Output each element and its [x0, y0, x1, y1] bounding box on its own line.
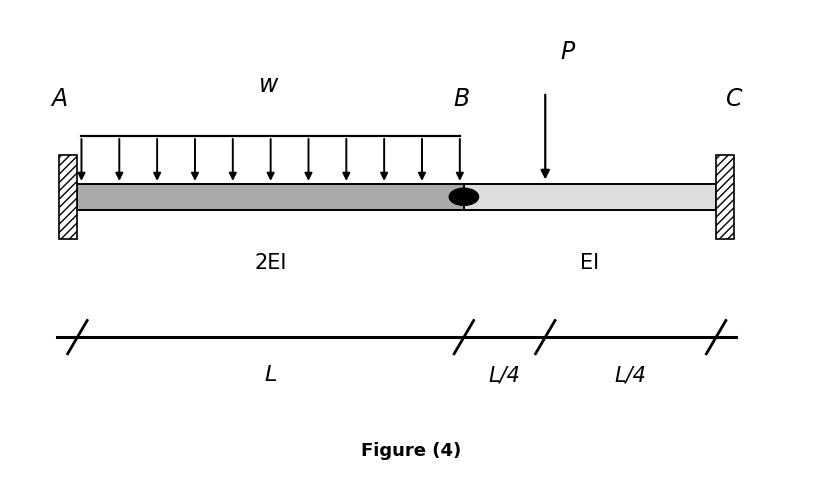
Bar [464, 184, 716, 210]
Text: w: w [259, 73, 279, 97]
Text: L/4: L/4 [615, 365, 647, 385]
Text: EI: EI [580, 254, 599, 273]
Bar [77, 184, 464, 210]
Text: A: A [52, 87, 67, 111]
Bar [59, 155, 77, 239]
Text: B: B [453, 87, 469, 111]
Bar [716, 155, 734, 239]
Text: L: L [264, 365, 276, 385]
Text: 2EI: 2EI [254, 254, 286, 273]
Circle shape [450, 188, 478, 205]
Text: L/4: L/4 [488, 365, 520, 385]
Text: P: P [560, 40, 575, 64]
Text: Figure (4): Figure (4) [361, 442, 461, 460]
Text: C: C [726, 87, 742, 111]
